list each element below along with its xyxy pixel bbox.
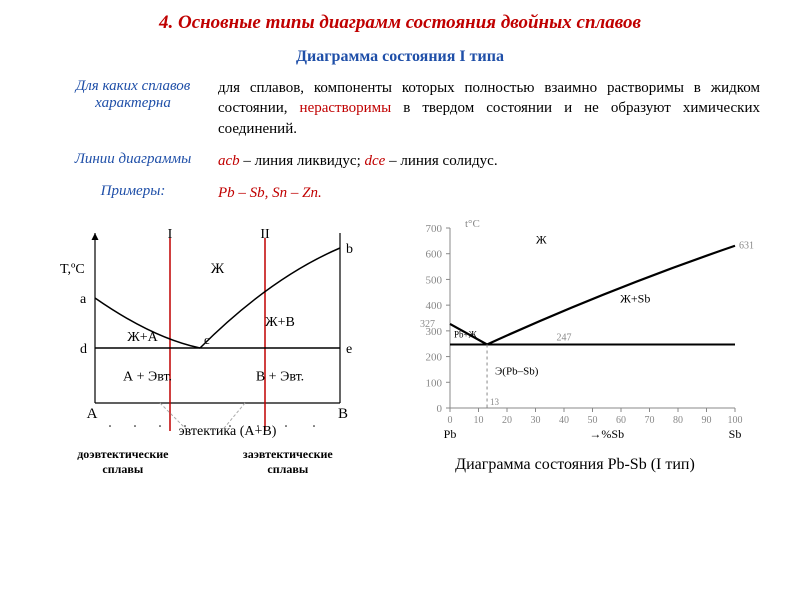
- svg-text:Ж+Sb: Ж+Sb: [620, 292, 650, 306]
- row-lines: Линии диаграммы acb – линия ликвидус; dc…: [0, 151, 800, 171]
- fig1: T,ºCIIIabcdeЖЖ+АЖ+ВА + Эвт.В + Эвт.ABэвт…: [40, 213, 370, 443]
- svg-text:60: 60: [616, 415, 626, 426]
- svg-text:20: 20: [502, 415, 512, 426]
- svg-text:d: d: [80, 342, 87, 357]
- row2-label: Линии диаграммы: [48, 151, 218, 171]
- svg-text:247: 247: [557, 333, 572, 344]
- row3-text: Pb – Sb, Sn – Zn.: [218, 183, 760, 203]
- svg-text:100: 100: [728, 415, 743, 426]
- svg-text:T,ºC: T,ºC: [60, 262, 85, 277]
- fig1-below-right: заэвтектическиесплавы: [243, 447, 333, 477]
- svg-text:II: II: [260, 227, 270, 242]
- svg-text:0: 0: [437, 403, 443, 415]
- fig2: 0100200300400500600700t°C010203040506070…: [390, 213, 760, 448]
- svg-text:Ж+В: Ж+В: [265, 315, 295, 330]
- svg-text:70: 70: [645, 415, 655, 426]
- svg-text:→%Sb: →%Sb: [589, 427, 624, 441]
- svg-text:100: 100: [426, 378, 443, 390]
- svg-text:13: 13: [490, 397, 500, 407]
- svg-text:I: I: [168, 227, 173, 242]
- svg-text:B: B: [338, 406, 348, 422]
- fig1-below-left: доэвтектическиесплавы: [77, 447, 168, 477]
- fig2-svg: 0100200300400500600700t°C010203040506070…: [390, 213, 760, 443]
- row1-label: Для каких сплавовхарактерна: [48, 78, 218, 139]
- row1-text: для сплавов, компоненты которых полность…: [218, 78, 760, 139]
- r2-a: acb: [218, 153, 240, 169]
- row-examples: Примеры: Pb – Sb, Sn – Zn.: [0, 183, 800, 203]
- svg-text:Ж: Ж: [536, 233, 547, 247]
- svg-text:e: e: [346, 342, 352, 357]
- svg-text:a: a: [80, 292, 87, 307]
- r1-em: нерастворимы: [300, 100, 392, 116]
- svg-text:Ж+А: Ж+А: [127, 330, 158, 345]
- svg-text:80: 80: [673, 415, 683, 426]
- svg-text:Pb+Ж: Pb+Ж: [454, 330, 478, 340]
- svg-text:700: 700: [426, 223, 443, 235]
- fig2-wrap: 0100200300400500600700t°C010203040506070…: [390, 213, 760, 477]
- r2-c: dce: [365, 153, 386, 169]
- charts: T,ºCIIIabcdeЖЖ+АЖ+ВА + Эвт.В + Эвт.ABэвт…: [0, 213, 800, 477]
- svg-text:0: 0: [448, 415, 453, 426]
- row3-label: Примеры:: [48, 183, 218, 203]
- svg-text:90: 90: [702, 415, 712, 426]
- svg-text:В + Эвт.: В + Эвт.: [256, 370, 304, 385]
- fig1-wrap: T,ºCIIIabcdeЖЖ+АЖ+ВА + Эвт.В + Эвт.ABэвт…: [40, 213, 370, 477]
- svg-text:t°C: t°C: [465, 218, 480, 230]
- svg-text:b: b: [346, 242, 353, 257]
- subtitle: Диаграмма состояния I типа: [0, 48, 800, 66]
- svg-text:10: 10: [474, 415, 484, 426]
- svg-text:200: 200: [426, 352, 443, 364]
- row2-text: acb – линия ликвидус; dce – линия солиду…: [218, 151, 760, 171]
- svg-text:631: 631: [739, 241, 754, 252]
- fig1-below: доэвтектическиесплавы заэвтектическиеспл…: [40, 447, 370, 477]
- svg-text:500: 500: [426, 275, 443, 287]
- svg-text:40: 40: [559, 415, 569, 426]
- svg-text:эвтектика (А+В): эвтектика (А+В): [179, 424, 277, 438]
- svg-text:30: 30: [531, 415, 541, 426]
- svg-text:A: A: [87, 406, 98, 422]
- svg-text:А + Эвт.: А + Эвт.: [123, 370, 172, 385]
- row-applicability: Для каких сплавовхарактерна для сплавов,…: [0, 78, 800, 139]
- svg-text:Э(Pb–Sb): Э(Pb–Sb): [495, 366, 539, 378]
- r2-d: – линия солидус.: [385, 153, 497, 169]
- svg-text:327: 327: [420, 319, 435, 330]
- svg-text:50: 50: [588, 415, 598, 426]
- svg-text:400: 400: [426, 300, 443, 312]
- svg-text:Ж: Ж: [211, 261, 225, 277]
- fig2-caption: Диаграмма состояния Pb-Sb (I тип): [390, 456, 760, 474]
- svg-text:600: 600: [426, 249, 443, 261]
- page-title: 4. Основные типы диаграмм состояния двой…: [0, 12, 800, 34]
- r2-b: – линия ликвидус;: [240, 153, 365, 169]
- svg-text:Sb: Sb: [729, 427, 742, 441]
- fig1-svg: T,ºCIIIabcdeЖЖ+АЖ+ВА + Эвт.В + Эвт.ABэвт…: [40, 213, 370, 438]
- svg-text:c: c: [204, 332, 210, 347]
- svg-text:Pb: Pb: [444, 427, 457, 441]
